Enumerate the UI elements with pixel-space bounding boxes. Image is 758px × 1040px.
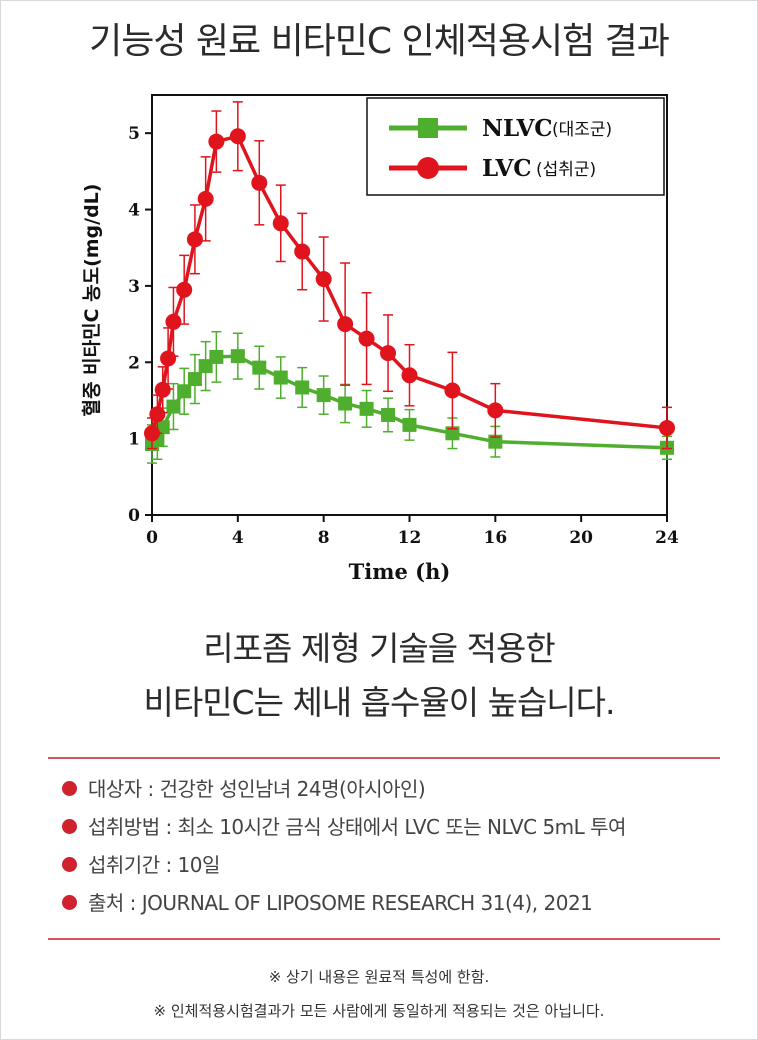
- data-point-nlvc: [359, 401, 374, 416]
- data-point-lvc: [659, 419, 675, 436]
- legend-box: [366, 97, 665, 196]
- data-point-lvc: [272, 215, 289, 232]
- bullet-icon: [62, 819, 77, 834]
- x-axis-label: Time (h): [349, 559, 451, 584]
- y-axis-label: 혈중 비타민C 농도(mg/dL): [80, 184, 103, 417]
- data-point-nlvc: [273, 370, 288, 385]
- data-point-nlvc: [488, 434, 503, 449]
- data-point-lvc: [358, 330, 375, 347]
- data-point-lvc: [401, 367, 418, 384]
- x-tick-label: 8: [318, 528, 330, 548]
- x-tick-label: 4: [232, 528, 244, 548]
- legend-series-group: (대조군): [552, 120, 612, 140]
- data-point-lvc: [144, 425, 160, 442]
- x-tick-label: 16: [483, 528, 507, 548]
- data-point-nlvc: [295, 380, 310, 395]
- data-point-nlvc: [252, 360, 267, 375]
- data-point-nlvc: [381, 407, 396, 422]
- x-tick-label: 0: [146, 528, 158, 548]
- page-title: 기능성 원료 비타민C 인체적용시험 결과: [89, 21, 670, 62]
- detail-source: 출처 : JOURNAL OF LIPOSOME RESEARCH 31(4),…: [62, 884, 626, 922]
- data-point-lvc: [197, 190, 214, 207]
- data-point-nlvc: [338, 396, 353, 411]
- y-tick-label: 1: [128, 430, 140, 450]
- detail-subjects: 대상자 : 건강한 성인남녀 24명(아시아인): [62, 770, 626, 808]
- x-tick-label: 12: [398, 528, 422, 548]
- legend-series-name: LVC: [482, 155, 532, 182]
- detail-text: 대상자 : 건강한 성인남녀 24명(아시아인): [88, 777, 426, 801]
- bullet-icon: [62, 857, 77, 872]
- data-point-lvc: [487, 402, 504, 419]
- data-point-lvc: [208, 133, 225, 150]
- legend-marker: [417, 157, 439, 179]
- data-point-nlvc: [209, 349, 224, 364]
- divider-bottom: [48, 938, 720, 940]
- data-point-nlvc: [198, 359, 213, 374]
- data-point-nlvc: [445, 426, 460, 441]
- legend-series-name: NLVC: [482, 115, 553, 142]
- data-point-nlvc: [187, 372, 202, 387]
- data-point-lvc: [176, 281, 193, 298]
- legend-marker: [418, 118, 438, 138]
- y-tick-label: 4: [128, 201, 140, 221]
- data-point-lvc: [149, 406, 166, 423]
- detail-method: 섭취방법 : 최소 10시간 금식 상태에서 LVC 또는 NLVC 5mL 투…: [62, 808, 626, 846]
- data-point-nlvc: [402, 417, 417, 432]
- data-point-lvc: [165, 313, 182, 330]
- study-details-list: 대상자 : 건강한 성인남녀 24명(아시아인) 섭취방법 : 최소 10시간 …: [62, 770, 626, 922]
- legend-series-group: (섭취군): [536, 160, 596, 180]
- y-tick-label: 3: [128, 277, 140, 297]
- divider-top: [48, 757, 720, 759]
- y-tick-label: 2: [128, 353, 140, 373]
- disclaimer-note-2: ※ 인체적용시험결과가 모든 사람에게 동일하게 적용되는 것은 아닙니다.: [153, 1002, 605, 1020]
- detail-text: 섭취기간 : 10일: [88, 853, 220, 877]
- detail-text: 섭취방법 : 최소 10시간 금식 상태에서 LVC 또는 NLVC 5mL 투…: [88, 815, 626, 839]
- data-point-lvc: [337, 316, 354, 333]
- data-point-lvc: [251, 174, 268, 191]
- headline-line-2: 비타민C는 체내 흡수율이 높습니다.: [143, 683, 615, 722]
- data-point-nlvc: [230, 349, 245, 364]
- data-point-lvc: [444, 382, 461, 399]
- headline-line-1: 리포좀 제형 기술을 적용한: [203, 629, 555, 668]
- detail-text: 출처 : JOURNAL OF LIPOSOME RESEARCH 31(4),…: [88, 891, 593, 915]
- data-point-nlvc: [166, 399, 181, 414]
- x-tick-label: 24: [655, 528, 679, 548]
- disclaimer-note-1: ※ 상기 내용은 원료적 특성에 한함.: [268, 968, 490, 986]
- data-point-lvc: [154, 381, 171, 398]
- data-point-lvc: [315, 271, 332, 288]
- bullet-icon: [62, 895, 77, 910]
- data-point-nlvc: [316, 388, 331, 403]
- bullet-icon: [62, 781, 77, 796]
- data-point-nlvc: [177, 384, 192, 399]
- x-tick-label: 20: [569, 528, 593, 548]
- data-point-lvc: [186, 231, 203, 248]
- data-point-lvc: [229, 128, 246, 145]
- data-point-lvc: [380, 345, 397, 362]
- data-point-lvc: [160, 350, 177, 367]
- detail-period: 섭취기간 : 10일: [62, 846, 626, 884]
- data-point-lvc: [294, 243, 311, 260]
- y-tick-label: 5: [128, 124, 140, 144]
- y-tick-label: 0: [128, 506, 140, 526]
